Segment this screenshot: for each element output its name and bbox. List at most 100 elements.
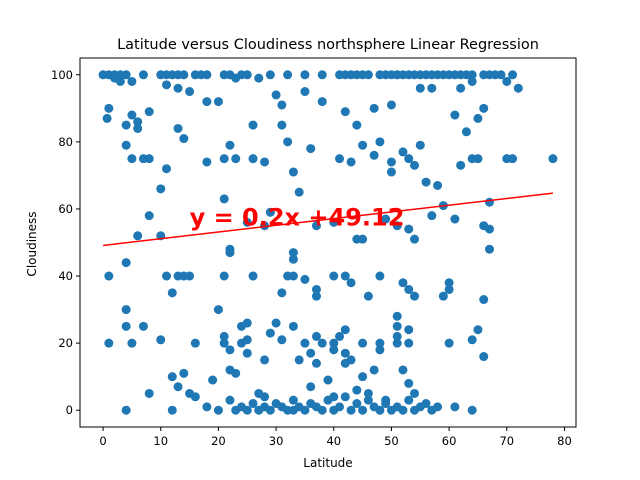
data-point (386, 167, 396, 177)
x-axis-label: Latitude (303, 456, 352, 470)
data-point (473, 154, 483, 164)
data-point (311, 358, 321, 368)
data-point (484, 224, 494, 234)
data-point (317, 405, 327, 415)
data-point (456, 160, 466, 170)
data-point (335, 331, 345, 341)
data-point (352, 399, 362, 409)
data-point (450, 110, 460, 120)
data-point (127, 338, 137, 348)
data-point (213, 97, 223, 107)
data-point (410, 388, 420, 398)
data-point (427, 83, 437, 93)
x-tick-label: 70 (499, 434, 514, 448)
data-point (473, 113, 483, 123)
data-point (323, 375, 333, 385)
data-point (121, 70, 131, 80)
data-point (242, 318, 252, 328)
data-point (358, 234, 368, 244)
data-point (294, 187, 304, 197)
data-point (190, 338, 200, 348)
data-point (311, 284, 321, 294)
data-point (346, 157, 356, 167)
data-point (346, 355, 356, 365)
data-point (260, 157, 270, 167)
plot-area: y = 0.2x +49.12 (98, 70, 558, 415)
x-tick-label: 10 (153, 434, 168, 448)
data-point (260, 221, 270, 231)
data-point (242, 70, 252, 80)
data-point (375, 271, 385, 281)
data-point (138, 70, 148, 80)
data-point (427, 211, 437, 221)
data-point (300, 338, 310, 348)
data-point (450, 402, 460, 412)
data-point (202, 70, 212, 80)
x-tick-label: 50 (384, 434, 399, 448)
data-point (433, 402, 443, 412)
data-point (375, 137, 385, 147)
data-point (121, 140, 131, 150)
chart-title: Latitude versus Cloudiness northsphere L… (117, 37, 539, 53)
data-point (358, 338, 368, 348)
data-point (265, 405, 275, 415)
data-point (352, 385, 362, 395)
data-point (265, 70, 275, 80)
data-point (484, 197, 494, 207)
data-point (288, 395, 298, 405)
data-point (219, 338, 229, 348)
data-point (219, 194, 229, 204)
data-points (98, 70, 558, 415)
data-point (363, 291, 373, 301)
y-tick-label: 0 (66, 403, 73, 417)
data-point (167, 288, 177, 298)
data-point (277, 100, 287, 110)
data-point (219, 154, 229, 164)
data-point (392, 331, 402, 341)
data-point (375, 338, 385, 348)
data-point (231, 154, 241, 164)
data-point (225, 345, 235, 355)
data-point (398, 278, 408, 288)
data-point (179, 70, 189, 80)
data-point (375, 345, 385, 355)
data-point (133, 123, 143, 133)
data-point (467, 76, 477, 86)
data-point (167, 372, 177, 382)
y-axis-label: Cloudiness (25, 211, 39, 276)
data-point (381, 399, 391, 409)
data-point (202, 402, 212, 412)
data-point (467, 405, 477, 415)
data-point (156, 335, 166, 345)
data-point (404, 395, 414, 405)
regression-line (102, 192, 554, 247)
data-point (335, 402, 345, 412)
data-point (311, 291, 321, 301)
data-point (340, 271, 350, 281)
data-point (456, 83, 466, 93)
data-point (260, 392, 270, 402)
data-point (144, 211, 154, 221)
data-point (121, 305, 131, 315)
data-point (381, 214, 391, 224)
data-point (300, 70, 310, 80)
data-point (450, 214, 460, 224)
data-point (173, 382, 183, 392)
data-point (121, 321, 131, 331)
data-point (162, 164, 172, 174)
data-point (248, 154, 258, 164)
data-point (185, 388, 195, 398)
data-point (300, 274, 310, 284)
data-point (467, 70, 477, 80)
data-point (208, 375, 218, 385)
data-point (242, 348, 252, 358)
data-point (404, 154, 414, 164)
data-point (311, 221, 321, 231)
data-point (127, 154, 137, 164)
data-point (340, 392, 350, 402)
data-point (410, 160, 420, 170)
data-point (461, 127, 471, 137)
data-point (398, 147, 408, 157)
data-point (340, 325, 350, 335)
data-point (248, 399, 258, 409)
